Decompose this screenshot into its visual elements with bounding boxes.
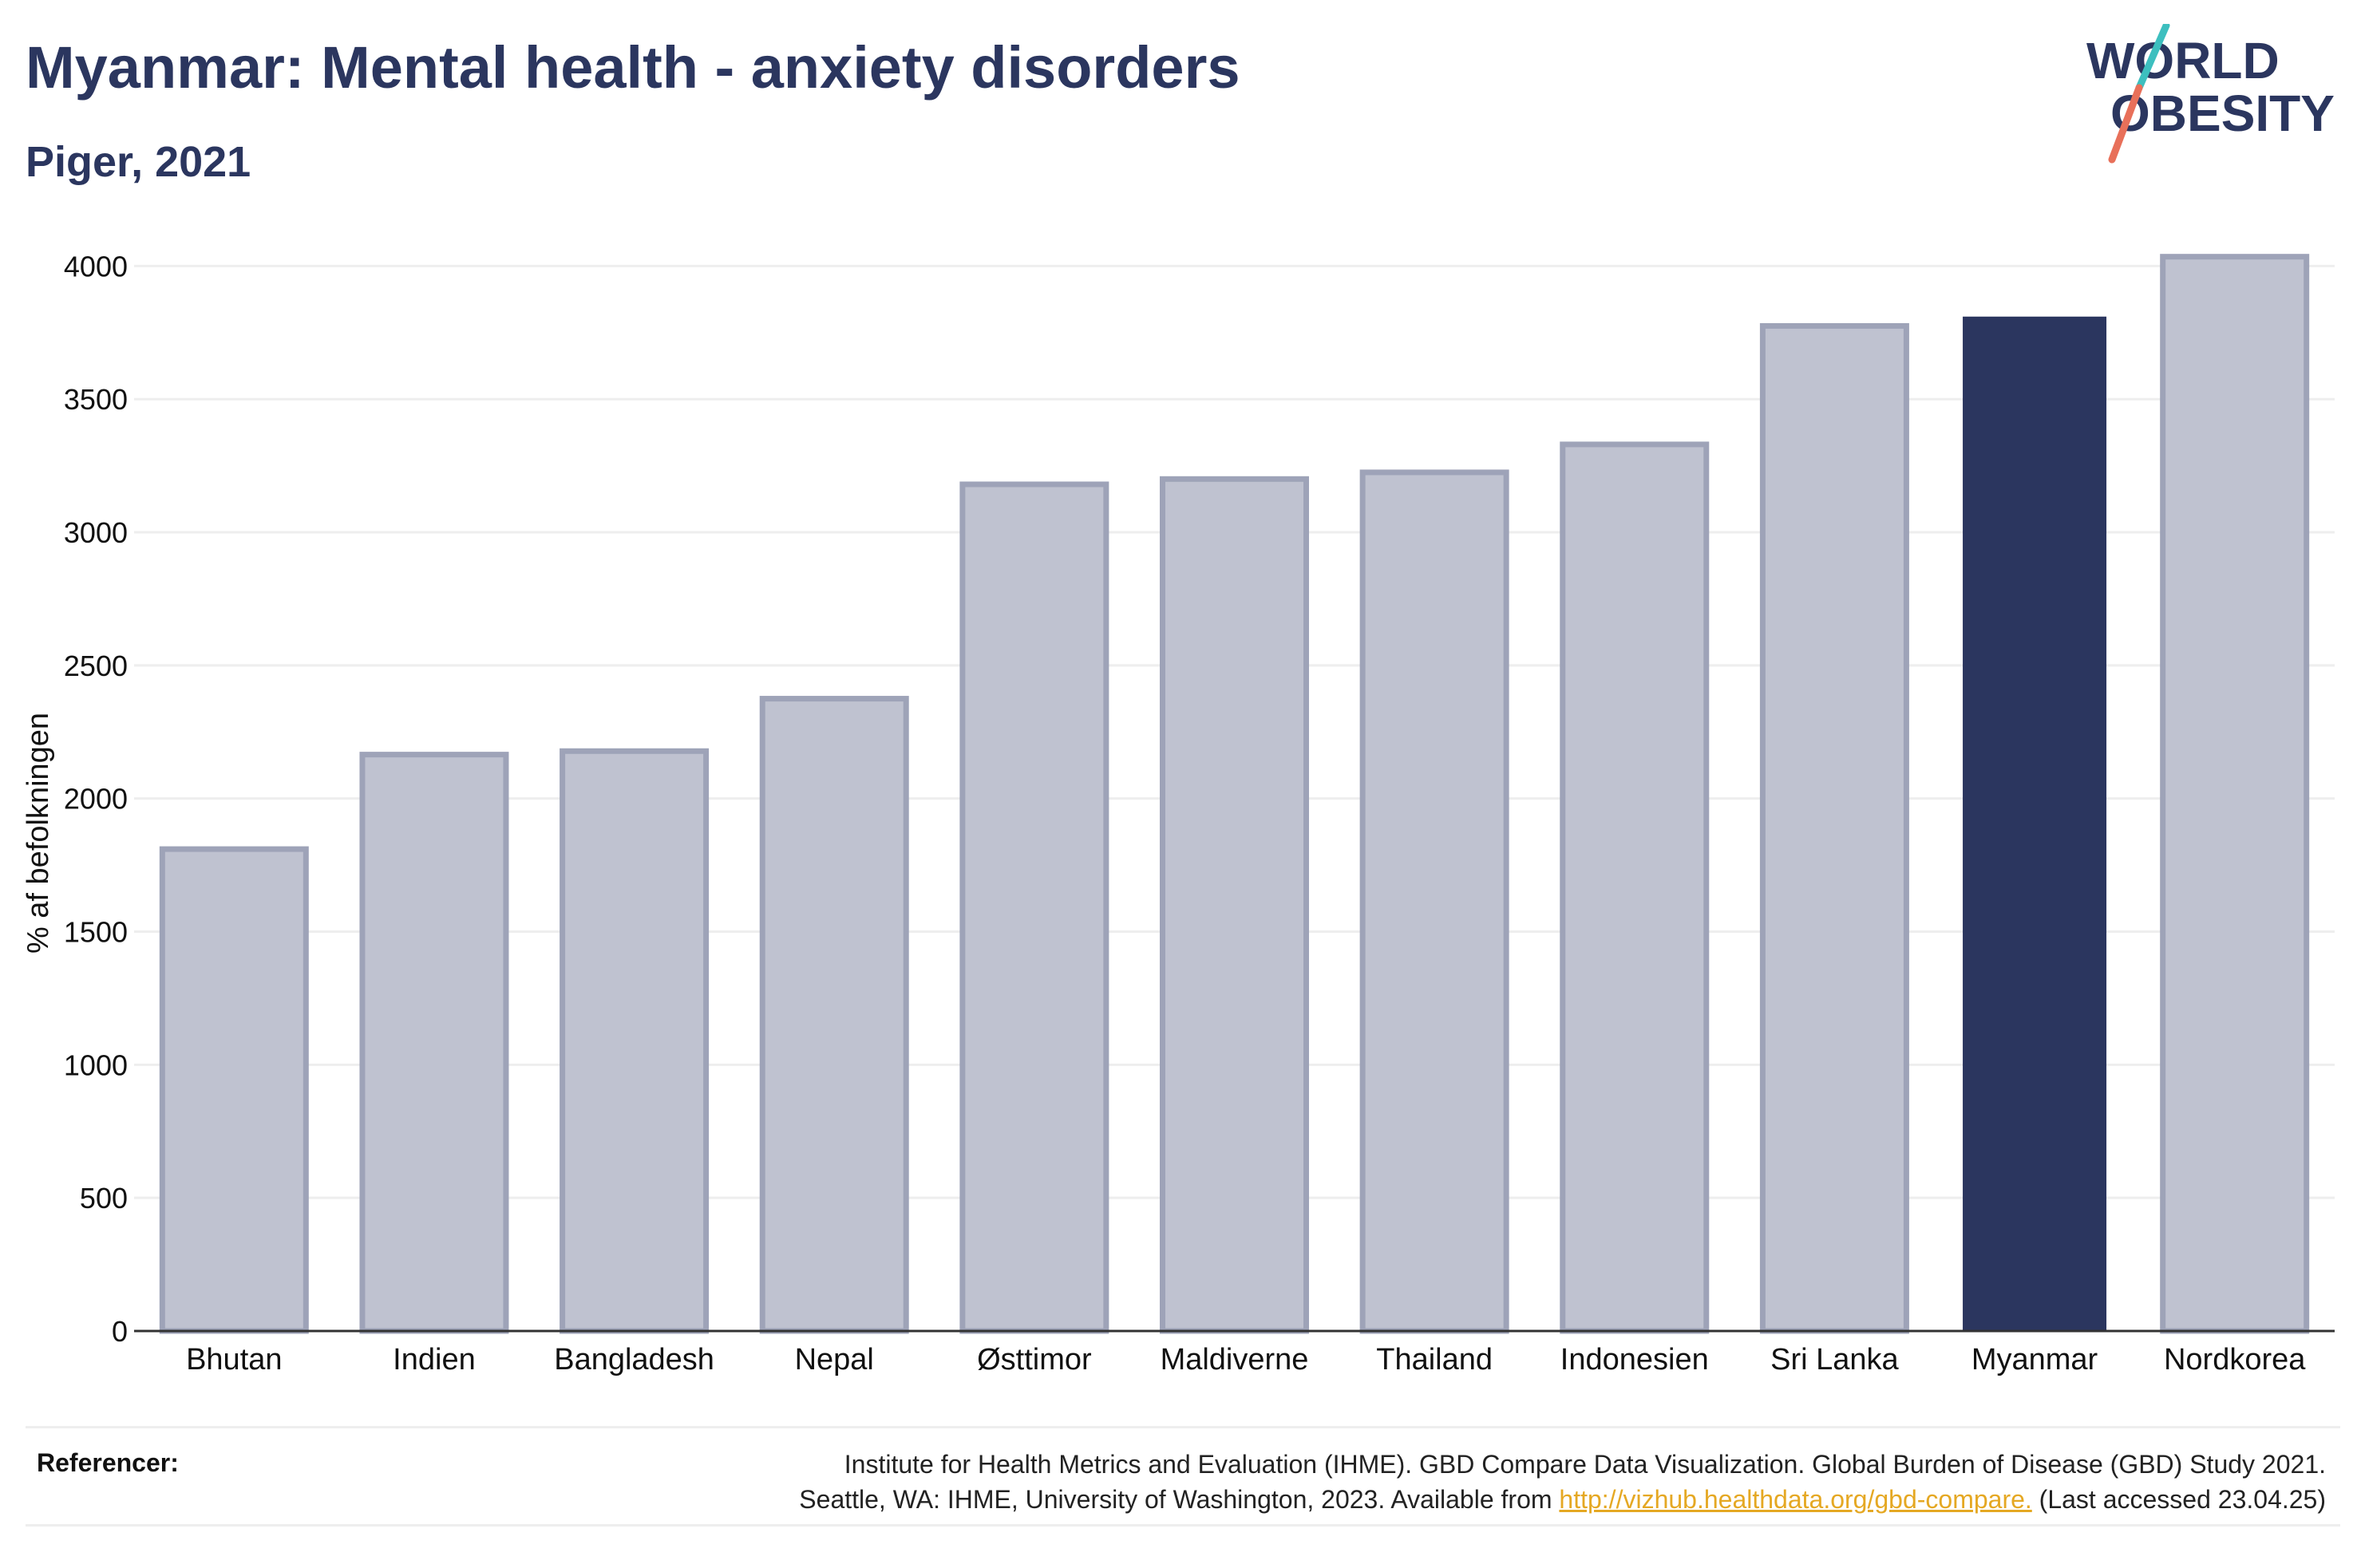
y-tick-label: 2000	[64, 783, 128, 816]
reference-link[interactable]: http://vizhub.healthdata.org/gbd-compare…	[1559, 1485, 2032, 1514]
x-tick-label: Sri Lanka	[1770, 1343, 1899, 1376]
x-tick-label: Indien	[393, 1343, 476, 1376]
logo-slash-bottom	[2108, 84, 2143, 164]
logo-word-obesity: OBESITY	[2110, 85, 2335, 142]
y-tick-label: 0	[112, 1315, 128, 1348]
logo-word-world: WORLD	[2086, 32, 2280, 89]
x-tick-label: Nordkorea	[2164, 1343, 2306, 1376]
x-tick-label: Østtimor	[977, 1343, 1092, 1376]
x-tick-labels: Bhutan Indien Bangladesh Nepal Østtimor Maldi…	[186, 1343, 2306, 1376]
bar-maldiverne	[1160, 476, 1309, 1334]
bar-chart: 0 500 1000 1500 2000 2500 3000 3500 4000 Bhutan I…	[22, 250, 2335, 1376]
y-tick-label: 1000	[64, 1049, 128, 1081]
y-tick-labels: 0 500 1000 1500 2000 2500 3000 3500 4000	[64, 250, 128, 1348]
reference-line-2-suffix: (Last accessed 23.04.25)	[2031, 1485, 2326, 1514]
bars	[159, 254, 2310, 1334]
x-tick-label: Maldiverne	[1161, 1343, 1309, 1376]
chart-title: Myanmar: Mental health - anxiety disorde…	[26, 34, 1240, 101]
bar-bangladesh	[560, 748, 710, 1334]
footer-bottom-rule	[26, 1524, 2340, 1527]
y-tick-label: 500	[80, 1182, 128, 1215]
references-label: Referencer:	[37, 1448, 179, 1477]
x-tick-label: Bhutan	[186, 1343, 282, 1376]
bar-bhutan	[159, 846, 309, 1334]
bar-sri-lanka	[1759, 322, 1909, 1334]
reference-line-2: Seattle, WA: IHME, University of Washing…	[410, 1482, 2326, 1517]
footer-top-rule	[26, 1426, 2340, 1428]
world-obesity-logo: WORLD OBESITY	[2086, 24, 2335, 164]
y-tick-label: 3500	[64, 383, 128, 416]
x-tick-label: Indonesien	[1560, 1343, 1709, 1376]
y-tick-label: 1500	[64, 916, 128, 949]
logo-slash-top	[2135, 24, 2170, 92]
chart-subtitle: Piger, 2021	[26, 138, 251, 186]
bar-nordkorea	[2160, 254, 2310, 1334]
bar-østtimor	[959, 481, 1109, 1334]
x-tick-label: Nepal	[795, 1343, 874, 1376]
bar-myanmar	[1963, 316, 2107, 1331]
x-tick-label: Thailand	[1376, 1343, 1493, 1376]
y-tick-label: 4000	[64, 250, 128, 282]
x-tick-label: Myanmar	[1971, 1343, 2098, 1376]
x-tick-label: Bangladesh	[554, 1343, 714, 1376]
bar-nepal	[759, 696, 909, 1334]
y-tick-label: 3000	[64, 516, 128, 549]
reference-line-1: Institute for Health Metrics and Evaluat…	[844, 1450, 2326, 1479]
bar-thailand	[1359, 469, 1509, 1334]
y-tick-label: 2500	[64, 650, 128, 682]
y-axis-label: % af befolkningen	[22, 713, 55, 954]
bar-indonesien	[1560, 441, 1710, 1334]
bar-indien	[359, 752, 509, 1334]
references-text: Institute for Health Metrics and Evaluat…	[410, 1447, 2326, 1517]
reference-line-2-prefix: Seattle, WA: IHME, University of Washing…	[799, 1485, 1560, 1514]
